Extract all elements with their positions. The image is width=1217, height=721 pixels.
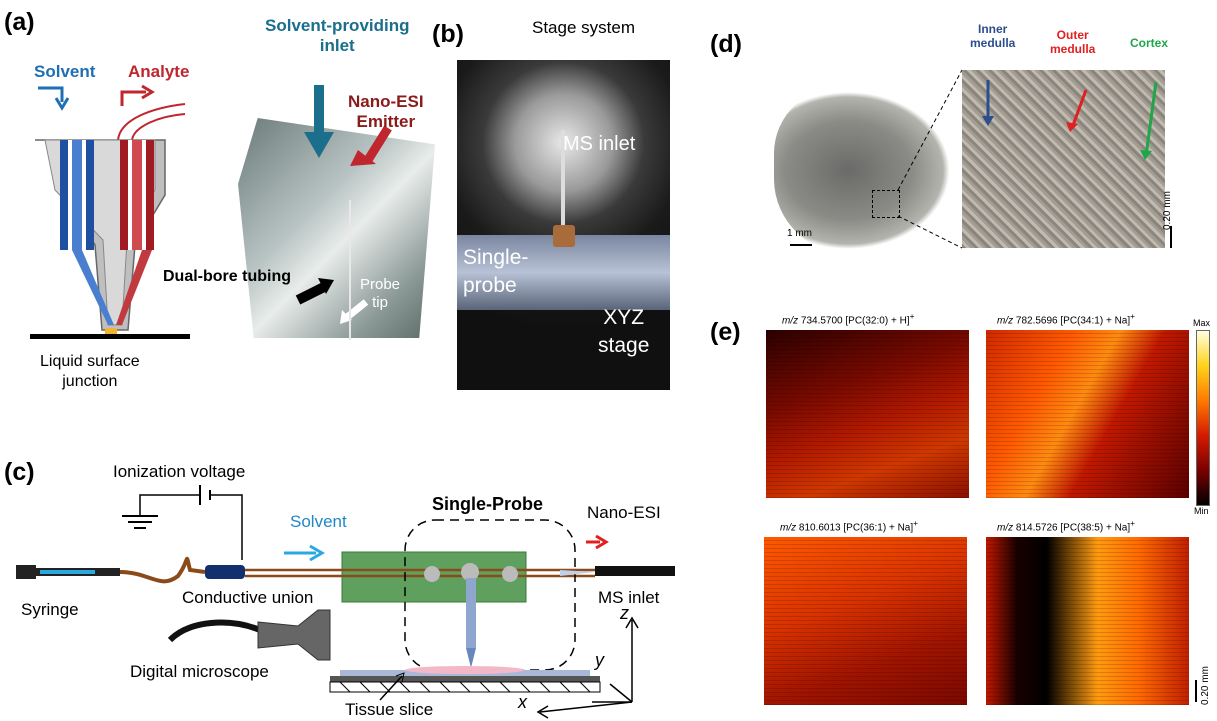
outer-medulla-label: Outer medulla: [1050, 28, 1096, 56]
ms-inlet-photo-label: MS inlet: [563, 133, 636, 155]
scale-bar-020-d: [1170, 226, 1172, 248]
single-probe-photo-label: Single- probe: [463, 246, 529, 297]
emitter-photo: [238, 118, 435, 338]
scale-bar-020-e: [1195, 680, 1197, 702]
scale-020-label-e: 0.20 mm: [1200, 666, 1211, 705]
axis-y-label: y: [595, 650, 604, 670]
xyz-stage-label: XYZ stage: [598, 306, 650, 357]
nano-esi-emitter-label: Nano-ESI Emitter: [348, 92, 424, 131]
scale-1mm-label: 1 mm: [787, 228, 812, 239]
axis-z-label: z: [620, 603, 629, 623]
stage-system-label: Stage system: [532, 18, 635, 37]
liquid-surface-junction-label: Liquid surface junction: [40, 353, 140, 390]
colorbar-min-label: Min: [1194, 506, 1209, 516]
emitter-schematic: [30, 84, 190, 339]
ionization-voltage-label: Ionization voltage: [113, 462, 246, 481]
scale-020-label-d: 0.20 mm: [1162, 191, 1173, 230]
msi-image-2: [986, 330, 1189, 498]
panel-label-a: (a): [4, 8, 35, 36]
msi-image-1: [766, 330, 969, 498]
nano-esi-label-c: Nano-ESI: [587, 503, 661, 522]
kidney-section: [774, 84, 960, 257]
dual-bore-label: Dual-bore tubing: [163, 268, 291, 285]
stage-photo: [457, 60, 670, 390]
zoomed-tissue: [962, 70, 1165, 248]
solvent-inlet-label: Solvent-providing inlet: [265, 16, 410, 55]
panel-label-e: (e): [710, 318, 741, 346]
panel-label-b: (b): [432, 20, 464, 48]
digital-microscope-label: Digital microscope: [130, 662, 269, 681]
msi-image-3: [764, 537, 967, 705]
colorbar: [1196, 330, 1210, 506]
syringe-label: Syringe: [21, 600, 79, 619]
ms-inlet-label-c: MS inlet: [598, 588, 660, 607]
region-arrows: [982, 80, 1158, 160]
zoom-lines: [897, 69, 963, 249]
msi-title-2: m/z 782.5696 [PC(34:1) + Na]+: [997, 311, 1136, 327]
cortex-label: Cortex: [1130, 36, 1169, 50]
zoom-box: [872, 190, 900, 218]
msi-title-3: m/z 810.6013 [PC(36:1) + Na]+: [780, 518, 919, 534]
conductive-union-label: Conductive union: [182, 588, 314, 607]
single-probe-label-c: Single-Probe: [432, 494, 544, 514]
msi-image-4: [986, 537, 1189, 705]
solvent-label-a: Solvent: [34, 62, 96, 81]
emitter-photo-arrows: [295, 85, 392, 340]
inner-medulla-label: Inner medulla: [970, 22, 1016, 50]
analyte-label: Analyte: [128, 62, 190, 81]
probe-tip-label: Probe tip: [360, 276, 401, 311]
setup-schematic: [16, 485, 675, 719]
msi-title-4: m/z 814.5726 [PC(38:5) + Na]+: [997, 518, 1136, 534]
panel-label-d: (d): [710, 30, 742, 58]
colorbar-max-label: Max: [1193, 318, 1211, 328]
axis-x-label: x: [518, 692, 527, 712]
msi-title-1: m/z 734.5700 [PC(32:0) + H]+: [782, 311, 915, 327]
tissue-slice-label: Tissue slice: [345, 700, 434, 719]
solvent-label-c: Solvent: [290, 512, 347, 531]
panel-label-c: (c): [4, 458, 35, 486]
scale-bar-1mm: [790, 244, 812, 246]
